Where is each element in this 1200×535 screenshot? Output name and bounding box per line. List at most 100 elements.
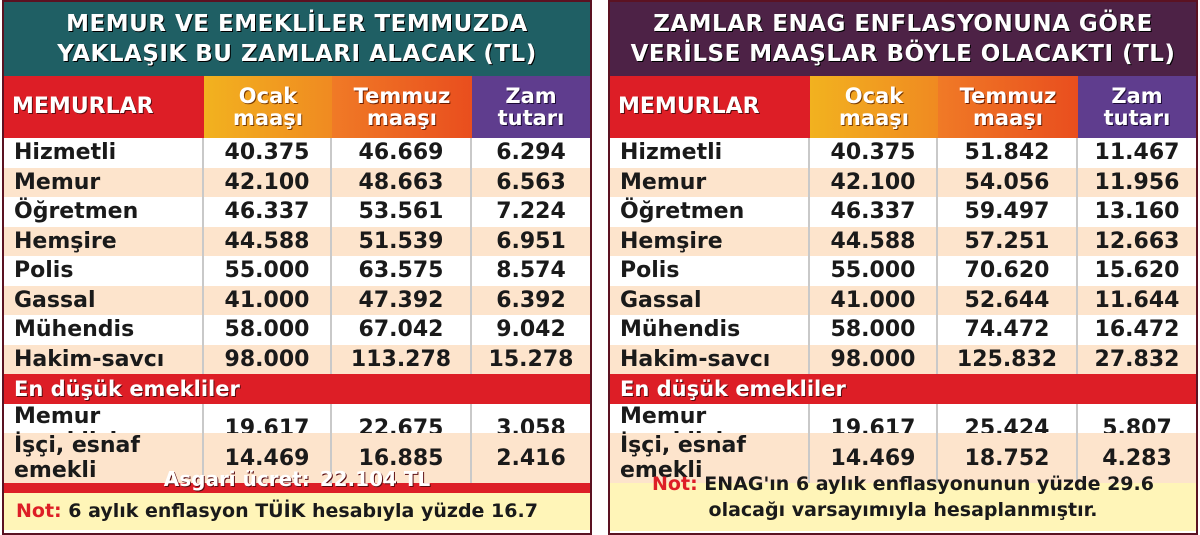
row-ocak: 44.588: [810, 226, 938, 256]
row-ocak: 55.000: [204, 256, 332, 286]
header-temmuz: Temmuz maaşı: [332, 76, 472, 138]
row-temmuz: 74.472: [938, 315, 1078, 345]
table-row: Hizmetli 40.375 46.669 6.294: [4, 138, 590, 168]
row-temmuz: 48.663: [332, 167, 472, 197]
row-zam: 6.294: [472, 138, 590, 168]
header-ocak: Ocak maaşı: [810, 76, 938, 138]
row-name: Gassal: [4, 285, 204, 315]
minimum-wage-value: 22.104 TL: [319, 466, 431, 491]
table-row: Öğretmen 46.337 53.561 7.224: [4, 197, 590, 227]
row-ocak: 41.000: [204, 285, 332, 315]
row-name: Memur: [4, 167, 204, 197]
row-temmuz: 51.539: [332, 226, 472, 256]
row-name: Memur: [610, 167, 810, 197]
row-name: Polis: [4, 256, 204, 286]
row-name: İşçi, esnaf emekli: [610, 433, 810, 483]
minimum-wage-label: Asgari ücret:: [163, 466, 310, 491]
row-ocak: 55.000: [810, 256, 938, 286]
row-ocak: 58.000: [810, 315, 938, 345]
row-ocak: 58.000: [204, 315, 332, 345]
row-name: Hemşire: [610, 226, 810, 256]
row-name: Polis: [610, 256, 810, 286]
left-salary-table: MEMUR VE EMEKLİLER TEMMUZDA YAKLAŞIK BU …: [2, 0, 592, 535]
row-name: Mühendis: [4, 315, 204, 345]
right-rows: Hizmetli 40.375 51.842 11.467 Memur 42.100 54…: [610, 138, 1196, 374]
table-row: Gassal 41.000 47.392 6.392: [4, 285, 590, 315]
row-temmuz: 125.832: [938, 344, 1078, 374]
row-name: Gassal: [610, 285, 810, 315]
row-zam: 6.951: [472, 226, 590, 256]
row-zam: 11.467: [1078, 138, 1196, 168]
row-temmuz: 54.056: [938, 167, 1078, 197]
row-ocak: 42.100: [204, 167, 332, 197]
row-zam: 6.563: [472, 167, 590, 197]
row-name: Hizmetli: [4, 138, 204, 168]
table-row: Polis 55.000 70.620 15.620: [610, 256, 1196, 286]
table-row: Hemşire 44.588 51.539 6.951: [4, 226, 590, 256]
left-title-line2: YAKLAŞIK BU ZAMLARI ALACAK (TL): [57, 41, 537, 67]
row-name: Hakim-savcı: [610, 344, 810, 374]
row-name: İşçi, esnaf emekli: [4, 433, 204, 483]
row-zam: 2.416: [472, 433, 590, 483]
note-text-line1: ENAG'ın 6 aylık enflasyonunun yüzde 29.6: [704, 472, 1154, 495]
row-temmuz: 70.620: [938, 256, 1078, 286]
row-ocak: 46.337: [810, 197, 938, 227]
right-title-line2: VERİLSE MAAŞLAR BÖYLE OLACAKTI (TL): [630, 41, 1176, 67]
row-zam: 11.644: [1078, 285, 1196, 315]
row-ocak: 14.469: [204, 433, 332, 483]
header-ocak: Ocak maaşı: [204, 76, 332, 138]
row-name: Mühendis: [610, 315, 810, 345]
left-note: Not: 6 aylık enflasyon TÜİK hesabıyla yü…: [4, 492, 590, 530]
right-title-line1: ZAMLAR ENAG ENFLASYONUNA GÖRE: [653, 11, 1153, 37]
row-name: Hemşire: [4, 226, 204, 256]
table-row: Hakim-savcı 98.000 125.832 27.832: [610, 344, 1196, 374]
table-row: İşçi, esnaf emekli 14.469 16.885 2.416: [4, 433, 590, 483]
row-temmuz: 46.669: [332, 138, 472, 168]
left-table-title: MEMUR VE EMEKLİLER TEMMUZDA YAKLAŞIK BU …: [4, 2, 590, 76]
row-name: Öğretmen: [610, 197, 810, 227]
row-zam: 12.663: [1078, 226, 1196, 256]
table-row: İşçi, esnaf emekli 14.469 18.752 4.283: [610, 433, 1196, 483]
left-retiree-section-header: En düşük emekliler: [4, 374, 590, 404]
row-temmuz: 51.842: [938, 138, 1078, 168]
row-zam: 27.832: [1078, 344, 1196, 374]
table-row: Memur 42.100 54.056 11.956: [610, 167, 1196, 197]
row-temmuz: 57.251: [938, 226, 1078, 256]
table-row: Mühendis 58.000 74.472 16.472: [610, 315, 1196, 345]
table-row: Memur 42.100 48.663 6.563: [4, 167, 590, 197]
left-rows: Hizmetli 40.375 46.669 6.294 Memur 42.100 48.…: [4, 138, 590, 374]
right-header-row: MEMURLAR Ocak maaşı Temmuz maaşı Zam tutarı: [610, 76, 1196, 138]
row-name: Öğretmen: [4, 197, 204, 227]
right-salary-table: ZAMLAR ENAG ENFLASYONUNA GÖRE VERİLSE MA…: [608, 0, 1198, 535]
left-title-line1: MEMUR VE EMEKLİLER TEMMUZDA: [66, 11, 528, 37]
row-ocak: 41.000: [810, 285, 938, 315]
table-row: Hakim-savcı 98.000 113.278 15.278: [4, 344, 590, 374]
right-retiree-section-header: En düşük emekliler: [610, 374, 1196, 404]
row-ocak: 46.337: [204, 197, 332, 227]
row-zam: 15.278: [472, 344, 590, 374]
row-zam: 8.574: [472, 256, 590, 286]
row-ocak: 42.100: [810, 167, 938, 197]
right-note: Not: ENAG'ın 6 aylık enflasyonunun yüzde…: [610, 462, 1196, 531]
note-text-line2: olacağı varsayımıyla hesaplanmıştır.: [708, 498, 1098, 521]
table-row: Polis 55.000 63.575 8.574: [4, 256, 590, 286]
row-ocak: 44.588: [204, 226, 332, 256]
row-zam: 4.283: [1078, 433, 1196, 483]
header-temmuz: Temmuz maaşı: [938, 76, 1078, 138]
row-ocak: 98.000: [204, 344, 332, 374]
table-row: Öğretmen 46.337 59.497 13.160: [610, 197, 1196, 227]
row-ocak: 14.469: [810, 433, 938, 483]
table-row: Mühendis 58.000 67.042 9.042: [4, 315, 590, 345]
table-row: Hemşire 44.588 57.251 12.663: [610, 226, 1196, 256]
row-ocak: 40.375: [810, 138, 938, 168]
row-zam: 6.392: [472, 285, 590, 315]
row-temmuz: 113.278: [332, 344, 472, 374]
right-table-title: ZAMLAR ENAG ENFLASYONUNA GÖRE VERİLSE MA…: [610, 2, 1196, 76]
row-ocak: 40.375: [204, 138, 332, 168]
row-temmuz: 59.497: [938, 197, 1078, 227]
row-ocak: 98.000: [810, 344, 938, 374]
note-text: 6 aylık enflasyon TÜİK hesabıyla yüzde 1…: [68, 500, 538, 522]
table-row: Hizmetli 40.375 51.842 11.467: [610, 138, 1196, 168]
